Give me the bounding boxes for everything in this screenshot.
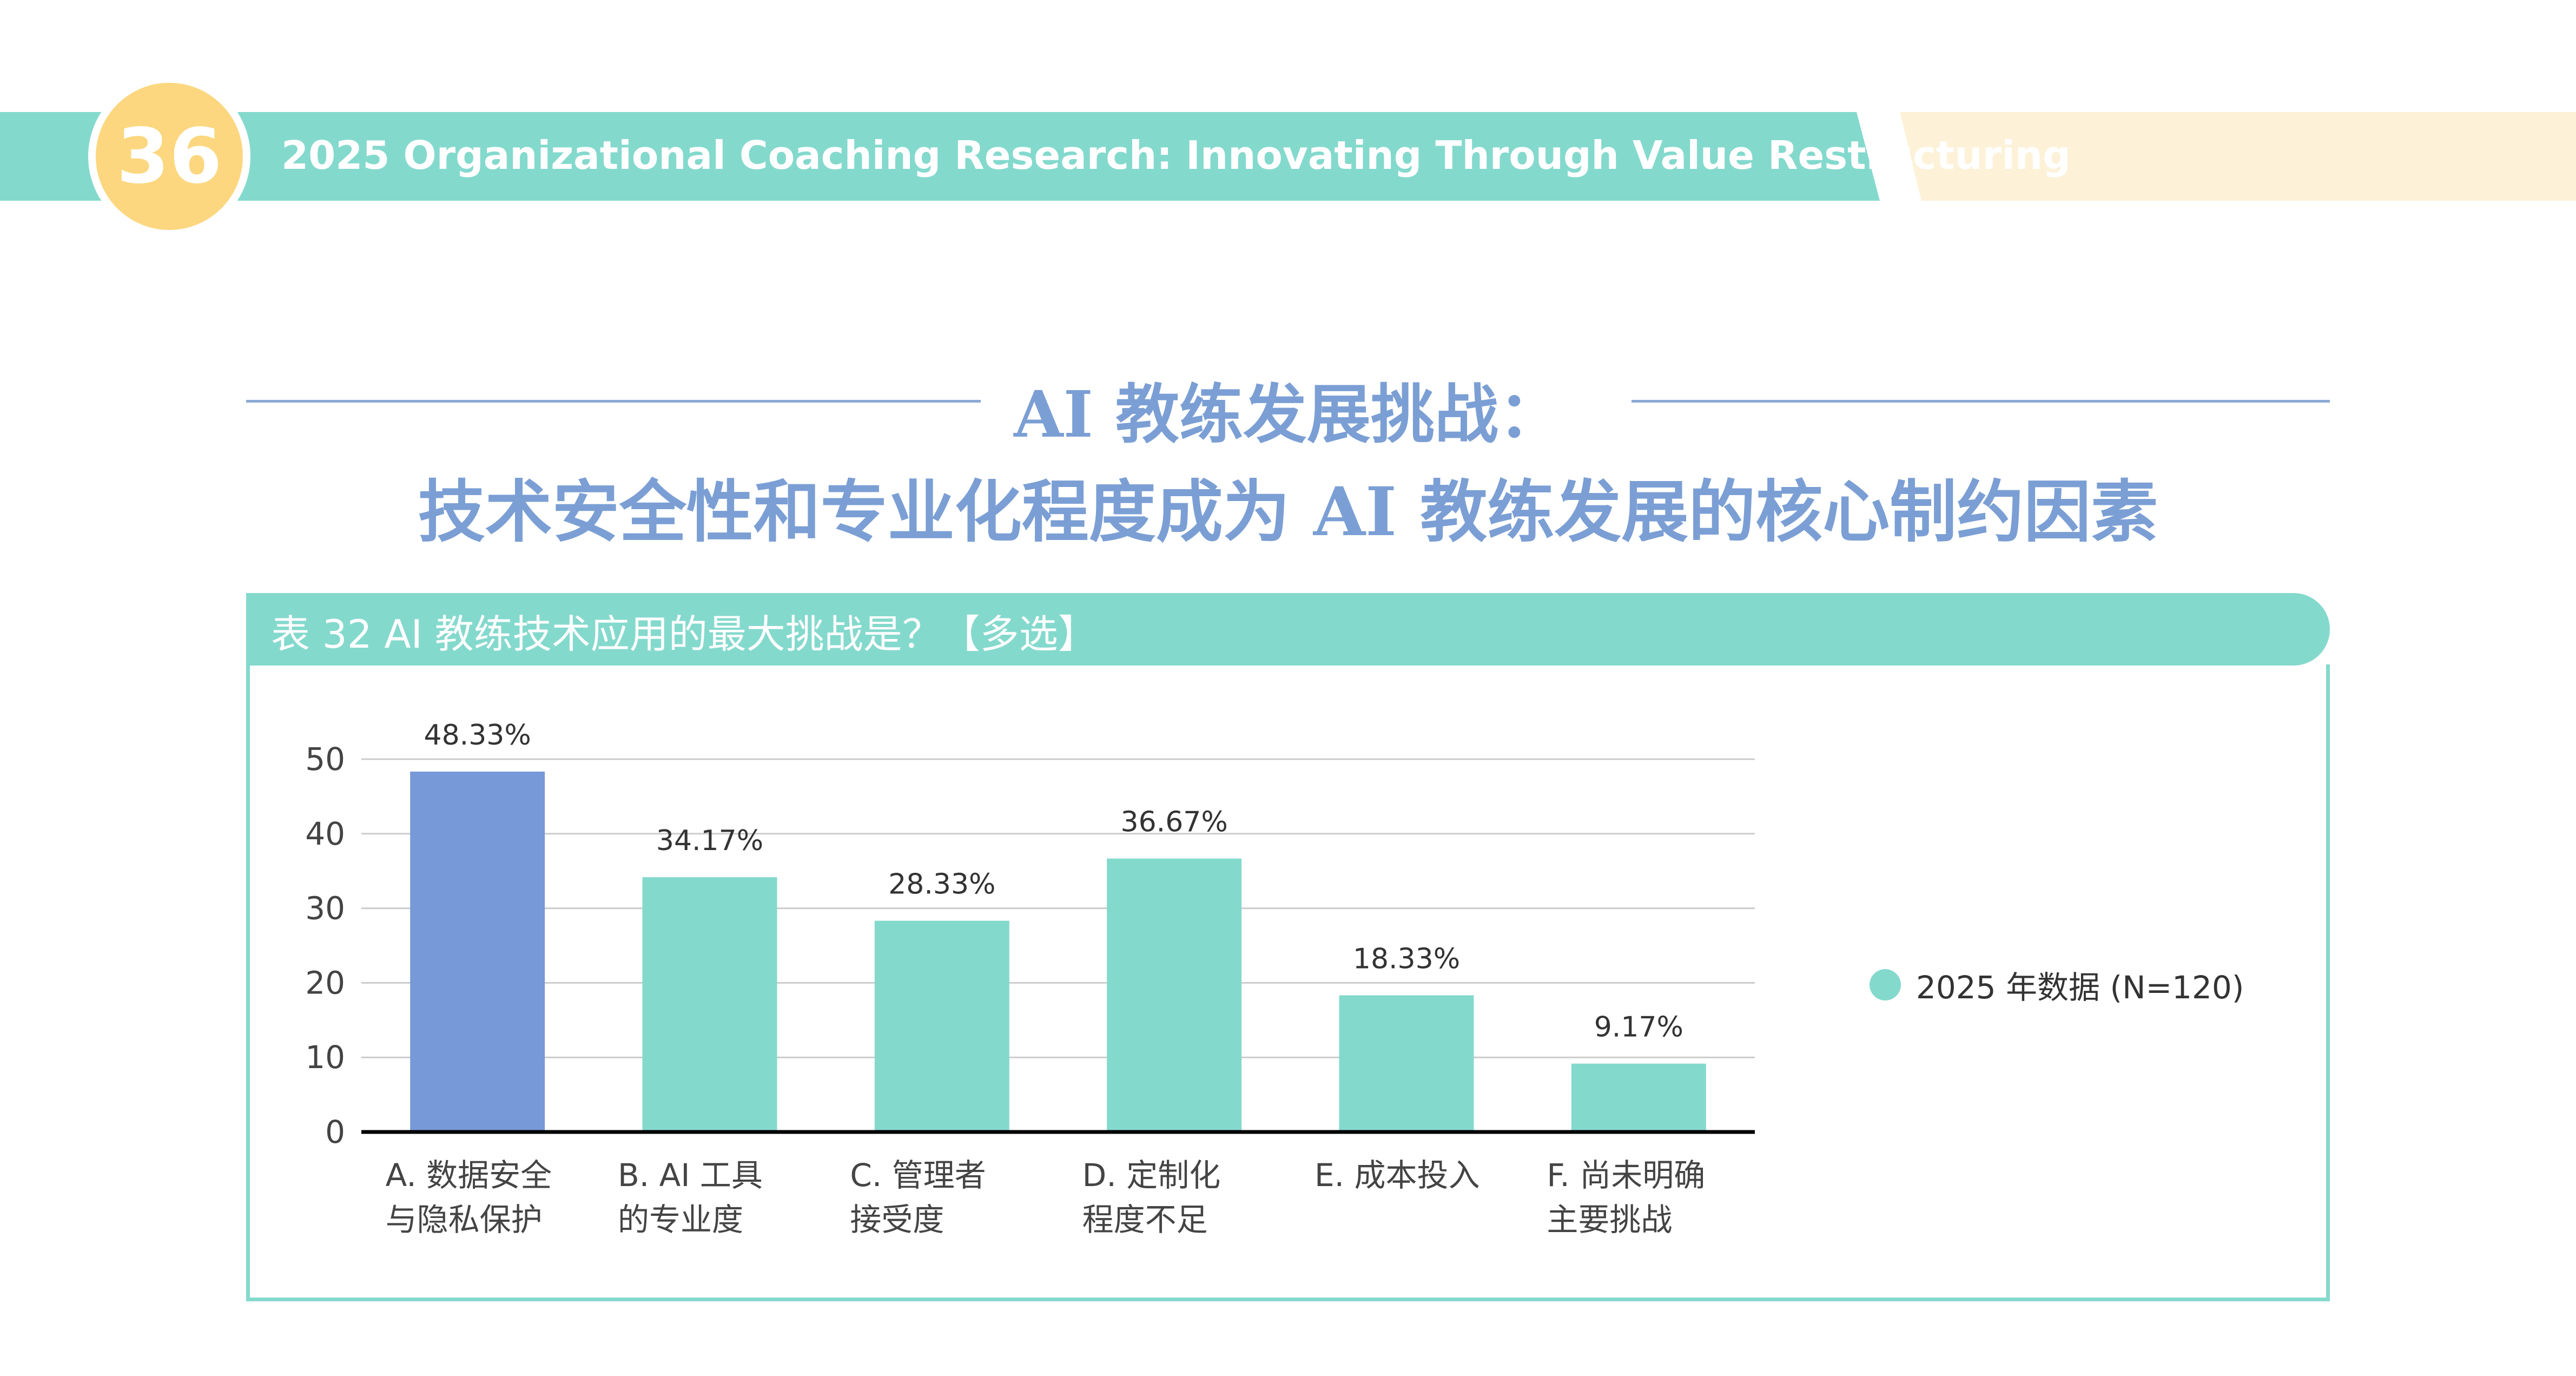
category-label: E. 成本投入 <box>1315 1157 1480 1194</box>
category-label: D. 定制化 <box>1082 1157 1221 1194</box>
data-label: 48.33% <box>424 719 531 752</box>
heading-rule-left <box>246 400 981 403</box>
y-tick-label: 20 <box>305 964 345 1001</box>
y-tick-label: 50 <box>305 741 345 778</box>
y-tick-label: 10 <box>305 1039 345 1076</box>
bar <box>1107 858 1242 1132</box>
category-label: B. AI 工具 <box>618 1157 763 1194</box>
data-label: 18.33% <box>1353 943 1460 975</box>
category-label: 与隐私保护 <box>386 1201 543 1238</box>
bar <box>410 772 545 1132</box>
category-label: F. 尚未明确 <box>1547 1157 1705 1194</box>
legend: 2025 年数据 (N=120) <box>1870 962 2244 1008</box>
bar <box>642 877 777 1132</box>
header-accent <box>1900 112 2576 201</box>
heading-rule-right <box>1632 400 2330 403</box>
legend-label: 2025 年数据 (N=120) <box>1916 969 2244 1006</box>
y-tick-label: 40 <box>305 815 345 852</box>
bar <box>1571 1063 1706 1132</box>
data-label: 28.33% <box>888 868 995 901</box>
data-label: 36.67% <box>1121 806 1228 839</box>
category-label: 的专业度 <box>618 1201 743 1238</box>
chart-frame <box>246 664 2330 1301</box>
heading-line2: 技术安全性和专业化程度成为 AI 教练发展的核心制约因素 <box>418 473 2158 551</box>
category-label: C. 管理者 <box>850 1157 986 1194</box>
bar <box>874 920 1009 1132</box>
data-label: 9.17% <box>1594 1011 1683 1044</box>
y-tick-label: 30 <box>305 890 345 927</box>
data-label: 34.17% <box>656 825 763 857</box>
category-label: 程度不足 <box>1082 1201 1208 1238</box>
bar <box>1339 995 1474 1132</box>
heading-line1: AI 教练发展挑战： <box>1014 377 1562 452</box>
y-tick-label: 0 <box>325 1114 345 1150</box>
category-label: 主要挑战 <box>1547 1201 1672 1238</box>
header-band <box>0 112 1880 201</box>
table-title-band <box>246 593 2330 666</box>
category-label: 接受度 <box>850 1201 944 1238</box>
legend-swatch <box>1870 969 1901 1000</box>
header-title: 2025 Organizational Coaching Research: I… <box>281 133 2071 178</box>
category-label: A. 数据安全 <box>386 1157 552 1194</box>
table-title: 表 32 AI 教练技术应用的最大挑战是？【多选】 <box>271 611 1097 657</box>
